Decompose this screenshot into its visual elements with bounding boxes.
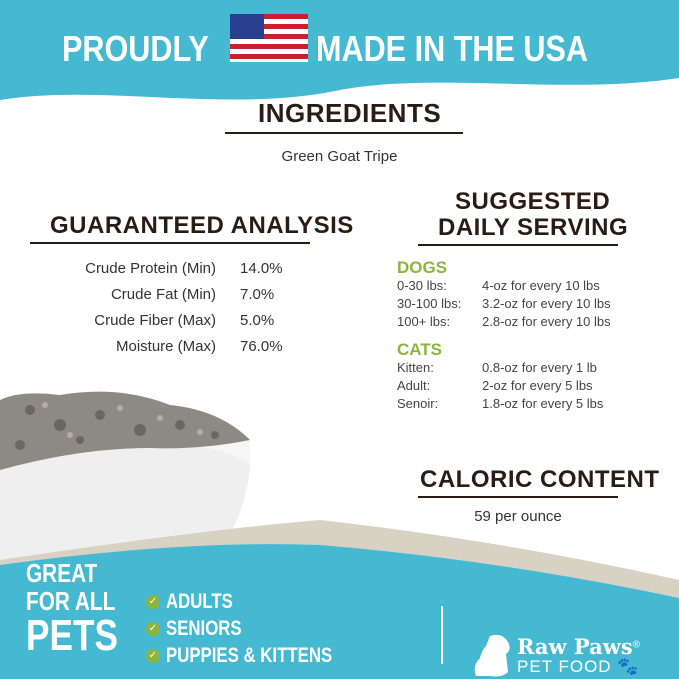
footer-item-label: PUPPIES & KITTENS — [166, 644, 333, 667]
analysis-value: 5.0% — [240, 312, 275, 329]
analysis-value: 14.0% — [240, 260, 283, 277]
analysis-title: GUARANTEED ANALYSIS — [50, 212, 354, 239]
header-band — [0, 0, 679, 100]
brand-name: Raw Paws — [517, 634, 633, 659]
analysis-label: Moisture (Max) — [115, 338, 216, 355]
brand-logo: Raw Paws® PET FOOD 🐾 — [517, 634, 640, 677]
footer-item-label: ADULTS — [166, 590, 233, 613]
dogs-heading: DOGS — [397, 258, 448, 277]
analysis-table: Crude Protein (Min) 14.0% Crude Fat (Min)… — [20, 260, 310, 364]
ingredients-text: Green Goat Tripe — [281, 148, 398, 165]
analysis-row: Crude Fat (Min) 7.0% — [20, 286, 310, 312]
analysis-row: Crude Fiber (Max) 5.0% — [20, 312, 310, 338]
cat-age: Adult: — [397, 378, 431, 393]
dog-amount: 4-oz for every 10 lbs — [482, 278, 600, 293]
dog-weight: 0-30 lbs: — [397, 278, 447, 293]
dog-weight: 100+ lbs: — [397, 314, 451, 329]
footer-divider — [441, 606, 443, 664]
caloric-title: CALORIC CONTENT — [420, 466, 660, 493]
paw-icon: 🐾 — [617, 657, 640, 676]
footer-pets: PETS — [26, 611, 118, 660]
footer-for-all: FOR ALL — [26, 586, 116, 616]
us-flag-icon — [230, 14, 308, 62]
divider — [418, 244, 618, 246]
footer-item: ✓ PUPPIES & KITTENS — [146, 642, 374, 669]
analysis-row: Crude Protein (Min) 14.0% — [20, 260, 310, 286]
dog-weight: 30-100 lbs: — [397, 296, 462, 311]
analysis-label: Crude Fiber (Max) — [94, 312, 216, 329]
serving-title-1: SUGGESTED — [455, 188, 611, 215]
cat-age: Senoir: — [397, 396, 439, 411]
footer-item: ✓ SENIORS — [146, 615, 374, 642]
header-left-text: PROUDLY — [62, 28, 209, 69]
dog-cat-logo-icon — [474, 634, 510, 677]
registered-mark: ® — [632, 639, 641, 651]
check-icon: ✓ — [146, 594, 160, 609]
footer-item: ✓ ADULTS — [146, 588, 374, 615]
divider — [30, 242, 310, 244]
dog-amount: 3.2-oz for every 10 lbs — [482, 296, 611, 311]
cat-amount: 2-oz for every 5 lbs — [482, 378, 593, 393]
analysis-value: 7.0% — [240, 286, 275, 303]
check-icon: ✓ — [146, 621, 160, 636]
analysis-label: Crude Protein (Min) — [85, 260, 216, 277]
footer-item-label: SENIORS — [166, 617, 242, 640]
header-right-text: MADE IN THE USA — [316, 28, 589, 69]
cat-age: Kitten: — [397, 360, 434, 375]
ingredients-title: INGREDIENTS — [258, 98, 442, 128]
analysis-row: Moisture (Max) 76.0% — [20, 338, 310, 364]
check-icon: ✓ — [146, 648, 160, 663]
divider — [418, 496, 618, 498]
cat-amount: 0.8-oz for every 1 lb — [482, 360, 597, 375]
divider — [225, 132, 463, 134]
footer-great: GREAT — [26, 558, 98, 588]
analysis-value: 76.0% — [240, 338, 283, 355]
brand-sub: PET FOOD — [517, 657, 612, 676]
cats-heading: CATS — [397, 340, 443, 359]
caloric-text: 59 per ounce — [474, 508, 562, 525]
analysis-label: Crude Fat (Min) — [110, 286, 216, 303]
dog-amount: 2.8-oz for every 10 lbs — [482, 314, 611, 329]
cat-amount: 1.8-oz for every 5 lbs — [482, 396, 604, 411]
serving-title-2: DAILY SERVING — [438, 214, 629, 241]
